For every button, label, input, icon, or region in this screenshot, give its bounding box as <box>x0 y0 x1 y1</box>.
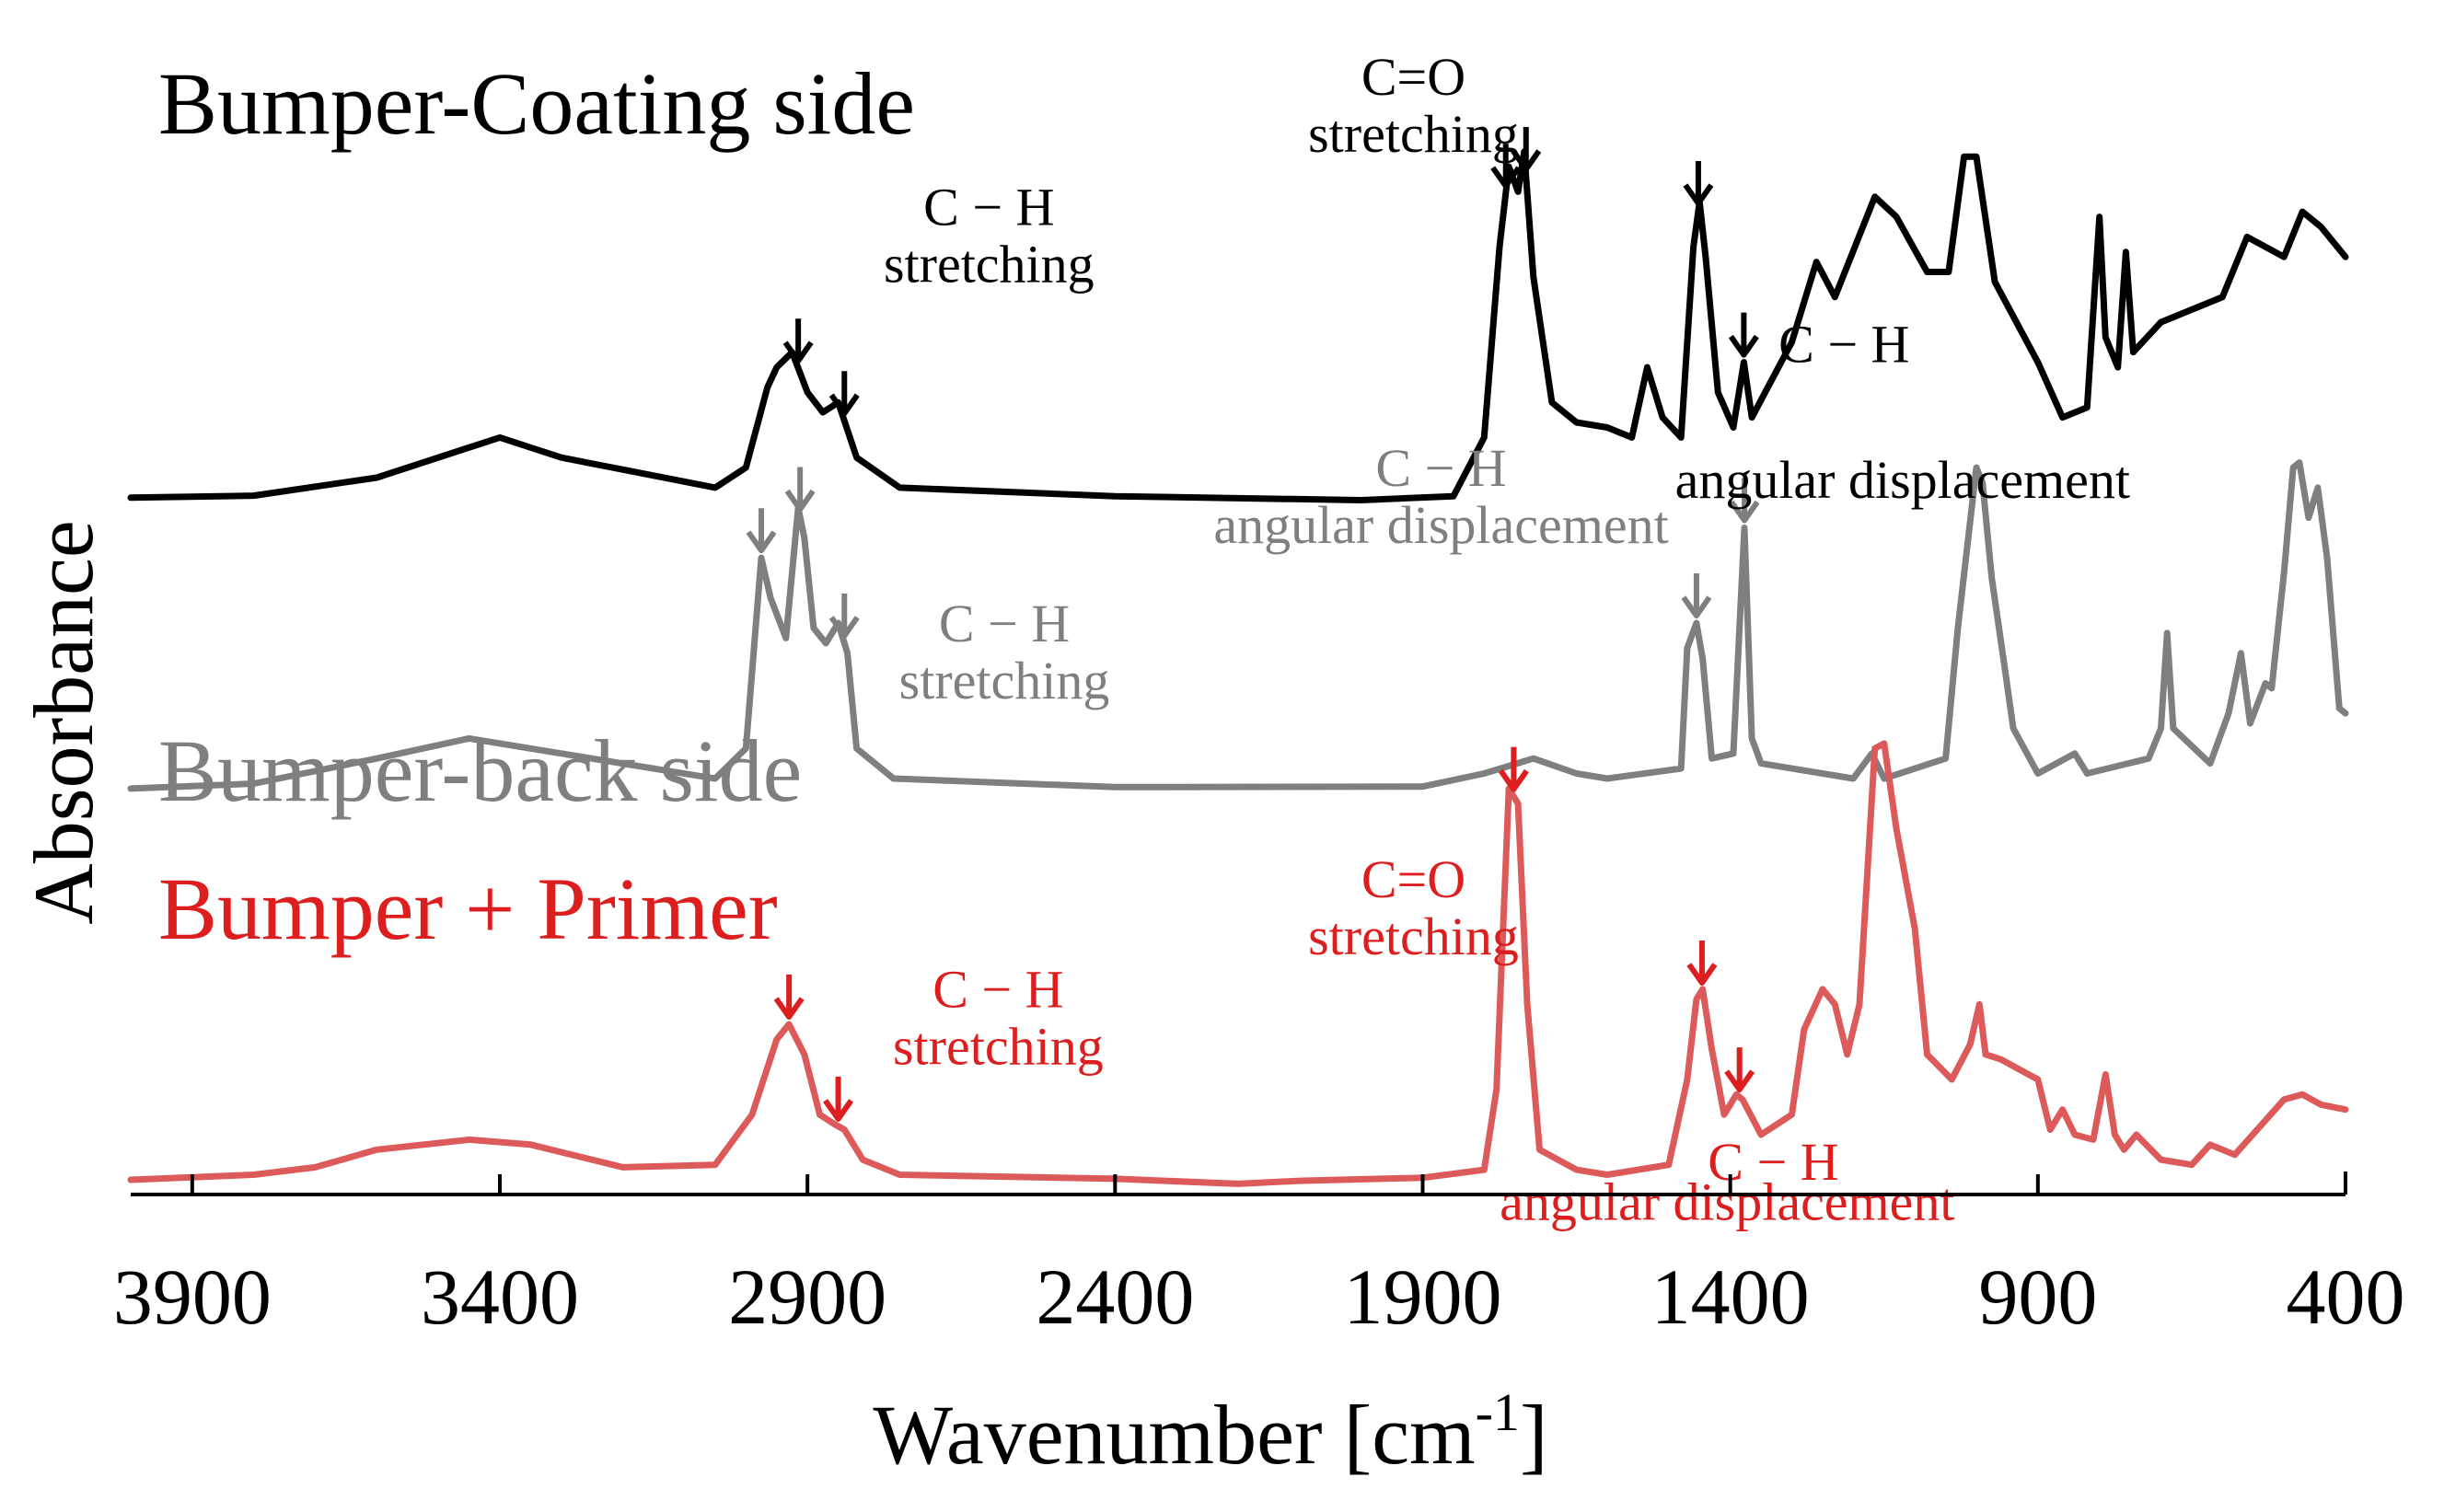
peak-arrow <box>1683 161 1714 207</box>
annotation-label: C − H <box>923 177 1054 237</box>
peak-arrow <box>782 318 814 364</box>
peak-arrow <box>1511 127 1542 172</box>
spectrum-line-series-1 <box>127 459 2349 792</box>
x-tick-label: 2400 <box>1036 1252 1194 1341</box>
peak-arrow-head <box>773 997 805 1021</box>
peak-arrow-head <box>782 340 814 364</box>
peak-arrow <box>828 371 860 417</box>
peak-arrow <box>1681 573 1712 619</box>
annotation-label: stretching <box>893 1017 1104 1077</box>
peak-arrow <box>1686 940 1718 986</box>
peak-arrow-head <box>1683 183 1714 207</box>
x-tick-label: 1400 <box>1651 1252 1810 1341</box>
peak-arrow-head <box>1724 1069 1755 1093</box>
peak-arrow-head <box>784 489 816 513</box>
series-label-1: Bumper-back side <box>158 721 802 820</box>
x-axis: 3900 3400 2900 2400 1900 1400 900 400 <box>113 1172 2405 1341</box>
peak-arrow <box>784 467 816 513</box>
annotation-label: angular displacement <box>1213 495 1668 555</box>
annotation-label: C − H <box>1375 438 1506 498</box>
peak-arrow <box>746 508 777 554</box>
annotation-label: C − H <box>932 960 1063 1020</box>
peak-arrow <box>773 975 805 1021</box>
annotation-label: stretching <box>1308 906 1519 966</box>
series-labels: Bumper-Coating side Bumper-back side Bumpe… <box>158 54 915 958</box>
peak-arrow <box>823 1076 854 1122</box>
annotation-label: C − H <box>939 594 1070 653</box>
peak-arrow-head <box>1490 166 1522 190</box>
x-tick-label: 400 <box>2287 1252 2405 1341</box>
peak-arrow <box>1728 312 1759 358</box>
peak-arrow <box>1729 478 1760 524</box>
spectrum-line-series-2 <box>127 740 2349 1187</box>
peak-arrow-head <box>823 1099 854 1122</box>
x-axis-title-close: ] <box>1520 1388 1548 1482</box>
peak-arrows <box>746 127 1760 1122</box>
peak-arrow-head <box>746 530 777 554</box>
x-tick-label: 3900 <box>113 1252 272 1341</box>
series-label-2: Bumper + Primer <box>158 860 778 958</box>
peak-arrow-head <box>1729 500 1760 524</box>
annotation-label: stretching <box>899 651 1110 710</box>
peak-arrow-head <box>1498 768 1529 792</box>
peak-arrow-head <box>1511 149 1542 172</box>
spectrum-line-series-0 <box>127 148 2349 503</box>
peak-arrow <box>1724 1047 1755 1093</box>
annotation-label: C − H <box>1778 315 1909 375</box>
peak-arrow-head <box>828 393 860 417</box>
x-tick-label: 3400 <box>421 1252 579 1341</box>
peak-arrow-head <box>1686 963 1718 986</box>
annotation-label: C=O <box>1361 47 1465 107</box>
peak-arrow <box>1490 144 1522 190</box>
x-axis-title: Wavenumber [cm-1] <box>873 1382 1547 1482</box>
series-label-0: Bumper-Coating side <box>158 54 915 153</box>
peak-arrow-head <box>1681 595 1712 619</box>
peak-arrow <box>1498 746 1529 792</box>
annotation-label: angular displacement <box>1675 450 2130 510</box>
spectrum-traces <box>127 148 2349 1187</box>
annotation-label: stretching <box>1308 104 1519 164</box>
x-axis-title-main: Wavenumber [cm <box>873 1388 1475 1482</box>
peak-arrow <box>828 593 860 639</box>
x-tick-label: 2900 <box>728 1252 886 1341</box>
annotation-label: C=O <box>1361 849 1465 909</box>
y-axis-title: Absorbance <box>17 520 110 924</box>
peak-arrow-head <box>828 616 860 639</box>
x-tick-label: 1900 <box>1344 1252 1502 1341</box>
x-tick-label: 900 <box>1978 1252 2097 1341</box>
peak-arrow-head <box>1728 334 1759 358</box>
annotation-label: stretching <box>884 234 1095 294</box>
x-axis-title-sup: -1 <box>1476 1382 1520 1442</box>
annotation-label: angular displacement <box>1500 1172 1954 1232</box>
